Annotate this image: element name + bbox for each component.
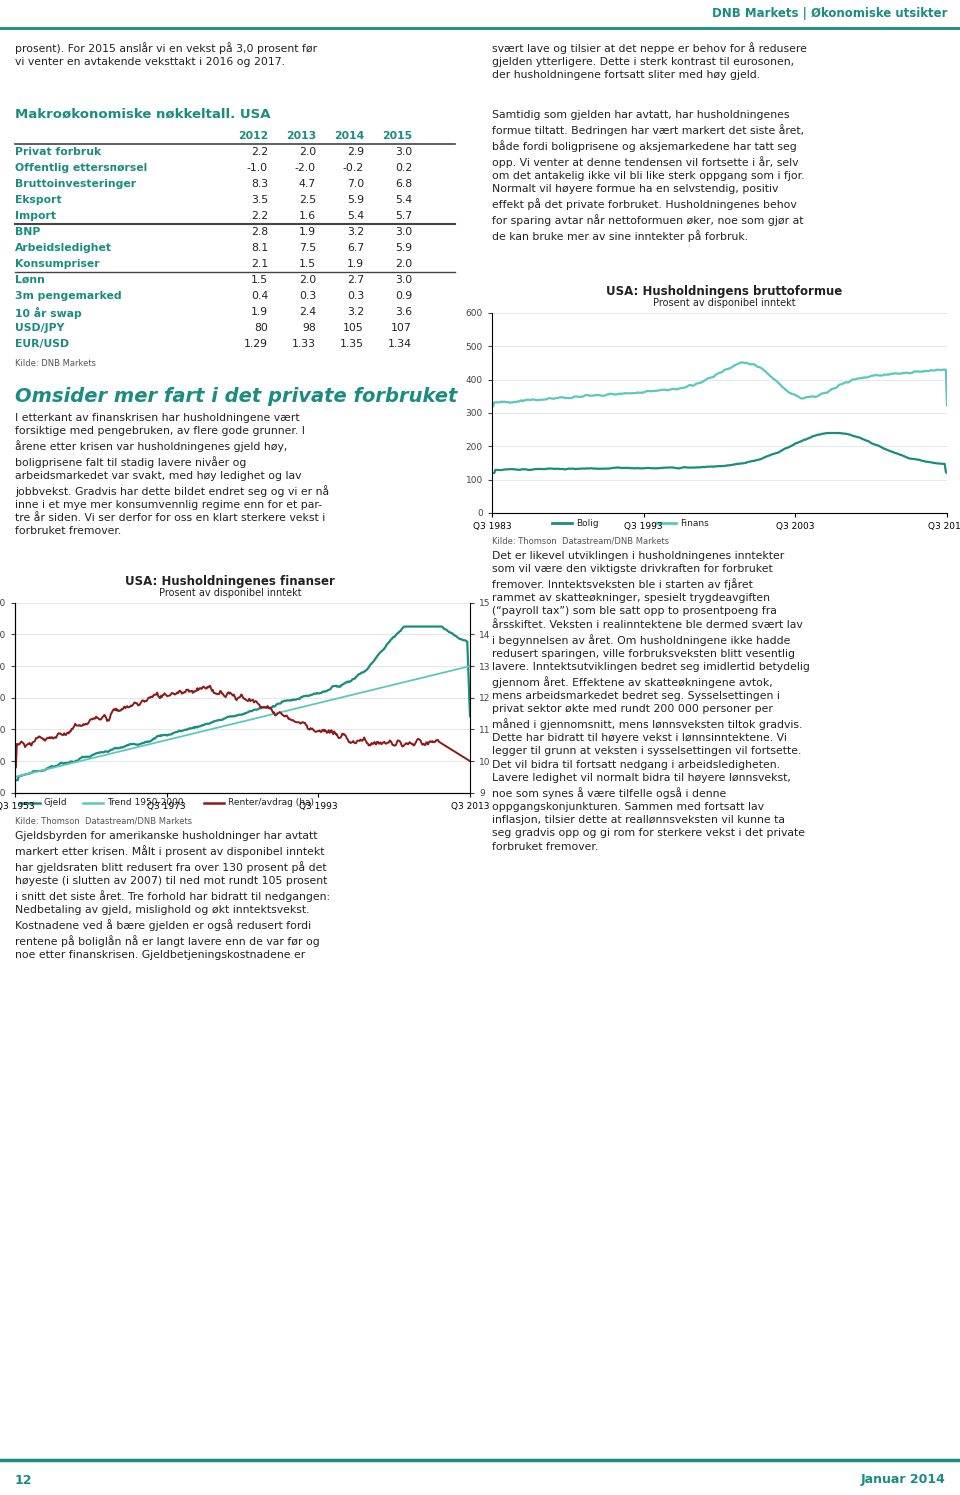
Text: Kilde: DNB Markets: Kilde: DNB Markets [15,359,96,368]
Text: 1.9: 1.9 [347,259,364,269]
Text: Import: Import [15,211,56,221]
Text: 8.3: 8.3 [251,179,268,188]
Text: -2.0: -2.0 [295,163,316,173]
Text: Gjeld: Gjeld [44,798,67,807]
Text: Arbeidsledighet: Arbeidsledighet [15,244,112,253]
Text: Offentlig ettersпørsel: Offentlig ettersпørsel [15,163,147,173]
Text: Bruttoinvesteringer: Bruttoinvesteringer [15,179,136,188]
Text: BNP: BNP [15,227,40,238]
Text: 1.33: 1.33 [292,339,316,348]
Text: 3m pengemarked: 3m pengemarked [15,292,122,300]
Text: 3.2: 3.2 [347,306,364,317]
Text: 2.5: 2.5 [299,194,316,205]
Text: 2.2: 2.2 [251,211,268,221]
Text: 3.0: 3.0 [395,275,412,286]
Text: Gjeldsbyrden for amerikanske husholdninger har avtatt
markert etter krisen. Målt: Gjeldsbyrden for amerikanske husholdning… [15,831,330,960]
Text: 2.9: 2.9 [347,147,364,157]
Text: 3.0: 3.0 [395,227,412,238]
Text: 0.3: 0.3 [299,292,316,300]
Text: 2013: 2013 [286,132,316,141]
Text: 1.35: 1.35 [340,339,364,348]
Text: 2014: 2014 [334,132,364,141]
Text: USA: Husholdningenes finanser: USA: Husholdningenes finanser [125,574,335,588]
Text: -0.2: -0.2 [343,163,364,173]
Text: Trend 1950-2000: Trend 1950-2000 [107,798,183,807]
Text: 1.6: 1.6 [299,211,316,221]
Text: 3.0: 3.0 [395,147,412,157]
Text: 3.2: 3.2 [347,227,364,238]
Text: 2012: 2012 [238,132,268,141]
Text: Det er likevel utviklingen i husholdningenes inntekter
som vil være den viktigst: Det er likevel utviklingen i husholdning… [492,552,810,852]
Text: Bolig: Bolig [576,519,599,528]
Text: Renter/avdrag (ha): Renter/avdrag (ha) [228,798,314,807]
Text: 2.1: 2.1 [251,259,268,269]
Text: 105: 105 [344,323,364,333]
Text: 1.5: 1.5 [251,275,268,286]
Text: USD/JPY: USD/JPY [15,323,64,333]
Text: 8.1: 8.1 [251,244,268,253]
Text: Konsumpriser: Konsumpriser [15,259,100,269]
Text: 2.4: 2.4 [299,306,316,317]
Text: 1.9: 1.9 [251,306,268,317]
Text: Lønn: Lønn [15,275,45,286]
Text: I etterkant av finanskrisen har husholdningene vært
forsiktige med pengebruken, : I etterkant av finanskrisen har husholdn… [15,413,329,537]
Text: 3.6: 3.6 [395,306,412,317]
Text: EUR/USD: EUR/USD [15,339,69,348]
Text: 6.8: 6.8 [395,179,412,188]
Text: Makroøkonomiske nøkkeltall. USA: Makroøkonomiske nøkkeltall. USA [15,108,271,121]
Text: DNB Markets | Økonomiske utsikter: DNB Markets | Økonomiske utsikter [712,7,948,19]
Text: 1.5: 1.5 [299,259,316,269]
Text: 7.0: 7.0 [347,179,364,188]
Text: svært lave og tilsier at det neppe er behov for å redusere
gjelden ytterligere. : svært lave og tilsier at det neppe er be… [492,42,806,81]
Text: 1.9: 1.9 [299,227,316,238]
Text: 1.34: 1.34 [388,339,412,348]
Text: 0.4: 0.4 [251,292,268,300]
Text: 2.0: 2.0 [395,259,412,269]
Text: Finans: Finans [680,519,708,528]
Text: Omsider mer fart i det private forbruket: Omsider mer fart i det private forbruket [15,387,457,405]
Text: Prosent av disponibel inntekt: Prosent av disponibel inntekt [158,588,301,598]
Text: 80: 80 [254,323,268,333]
Text: Prosent av disponibel inntekt: Prosent av disponibel inntekt [653,298,795,308]
Text: 2.0: 2.0 [299,275,316,286]
Text: Kilde: Thomson  Datastream/DNB Markets: Kilde: Thomson Datastream/DNB Markets [15,816,192,825]
Text: 2.0: 2.0 [299,147,316,157]
Text: 0.3: 0.3 [347,292,364,300]
Text: Eksport: Eksport [15,194,61,205]
Text: 107: 107 [392,323,412,333]
Text: 2.2: 2.2 [251,147,268,157]
Text: 3.5: 3.5 [251,194,268,205]
Text: 7.5: 7.5 [299,244,316,253]
Text: 2.7: 2.7 [347,275,364,286]
Text: 2.8: 2.8 [251,227,268,238]
Text: -1.0: -1.0 [247,163,268,173]
Text: 5.9: 5.9 [395,244,412,253]
Text: prosent). For 2015 anslår vi en vekst på 3,0 prosent før
vi venter en avtakende : prosent). For 2015 anslår vi en vekst på… [15,42,317,67]
Text: 0.9: 0.9 [395,292,412,300]
Text: 1.29: 1.29 [244,339,268,348]
Text: 12: 12 [15,1474,33,1486]
Text: 98: 98 [302,323,316,333]
Text: 2015: 2015 [382,132,412,141]
Text: 10 år swap: 10 år swap [15,306,82,318]
Text: Privat forbruk: Privat forbruk [15,147,101,157]
Text: Kilde: Thomson  Datastream/DNB Markets: Kilde: Thomson Datastream/DNB Markets [492,537,669,546]
Text: 5.4: 5.4 [347,211,364,221]
Text: 5.7: 5.7 [395,211,412,221]
Text: USA: Husholdningens bruttoformue: USA: Husholdningens bruttoformue [606,286,842,298]
Text: Samtidig som gjelden har avtatt, har husholdningenes
formue tiltatt. Bedringen h: Samtidig som gjelden har avtatt, har hus… [492,111,804,242]
Text: 6.7: 6.7 [347,244,364,253]
Text: 0.2: 0.2 [395,163,412,173]
Text: 4.7: 4.7 [299,179,316,188]
Text: 5.9: 5.9 [347,194,364,205]
Text: Januar 2014: Januar 2014 [860,1474,945,1486]
Text: 5.4: 5.4 [395,194,412,205]
